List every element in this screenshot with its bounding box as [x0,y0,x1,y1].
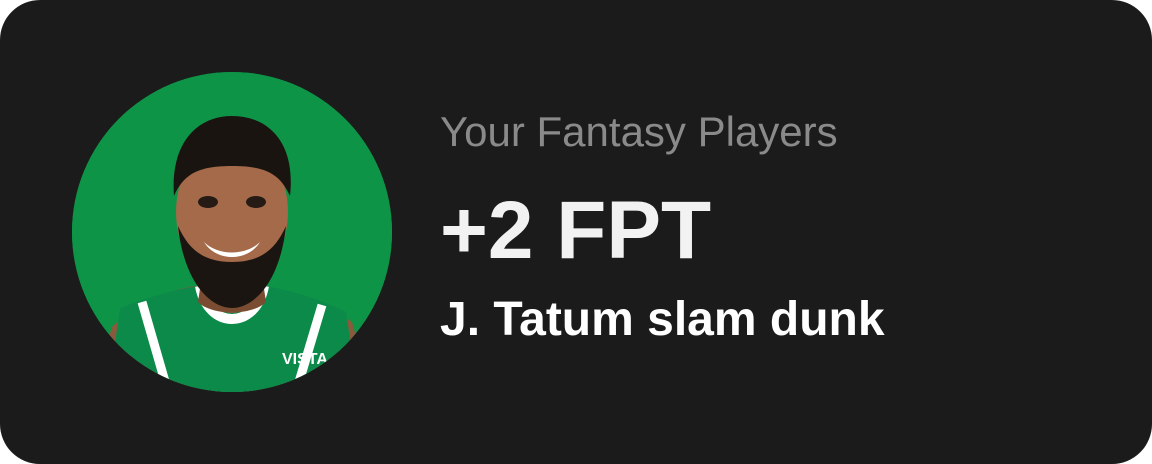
jersey-text: VISTA [282,351,328,368]
event-description: J. Tatum slam dunk [440,293,885,346]
player-avatar: VISTA [72,72,392,392]
fantasy-points: +2 FPT [440,185,712,276]
subtitle: Your Fantasy Players [440,108,838,155]
card-text: Your Fantasy Players +2 FPT J. Tatum sla… [440,104,1120,350]
player-avatar-icon: VISTA [72,72,392,392]
